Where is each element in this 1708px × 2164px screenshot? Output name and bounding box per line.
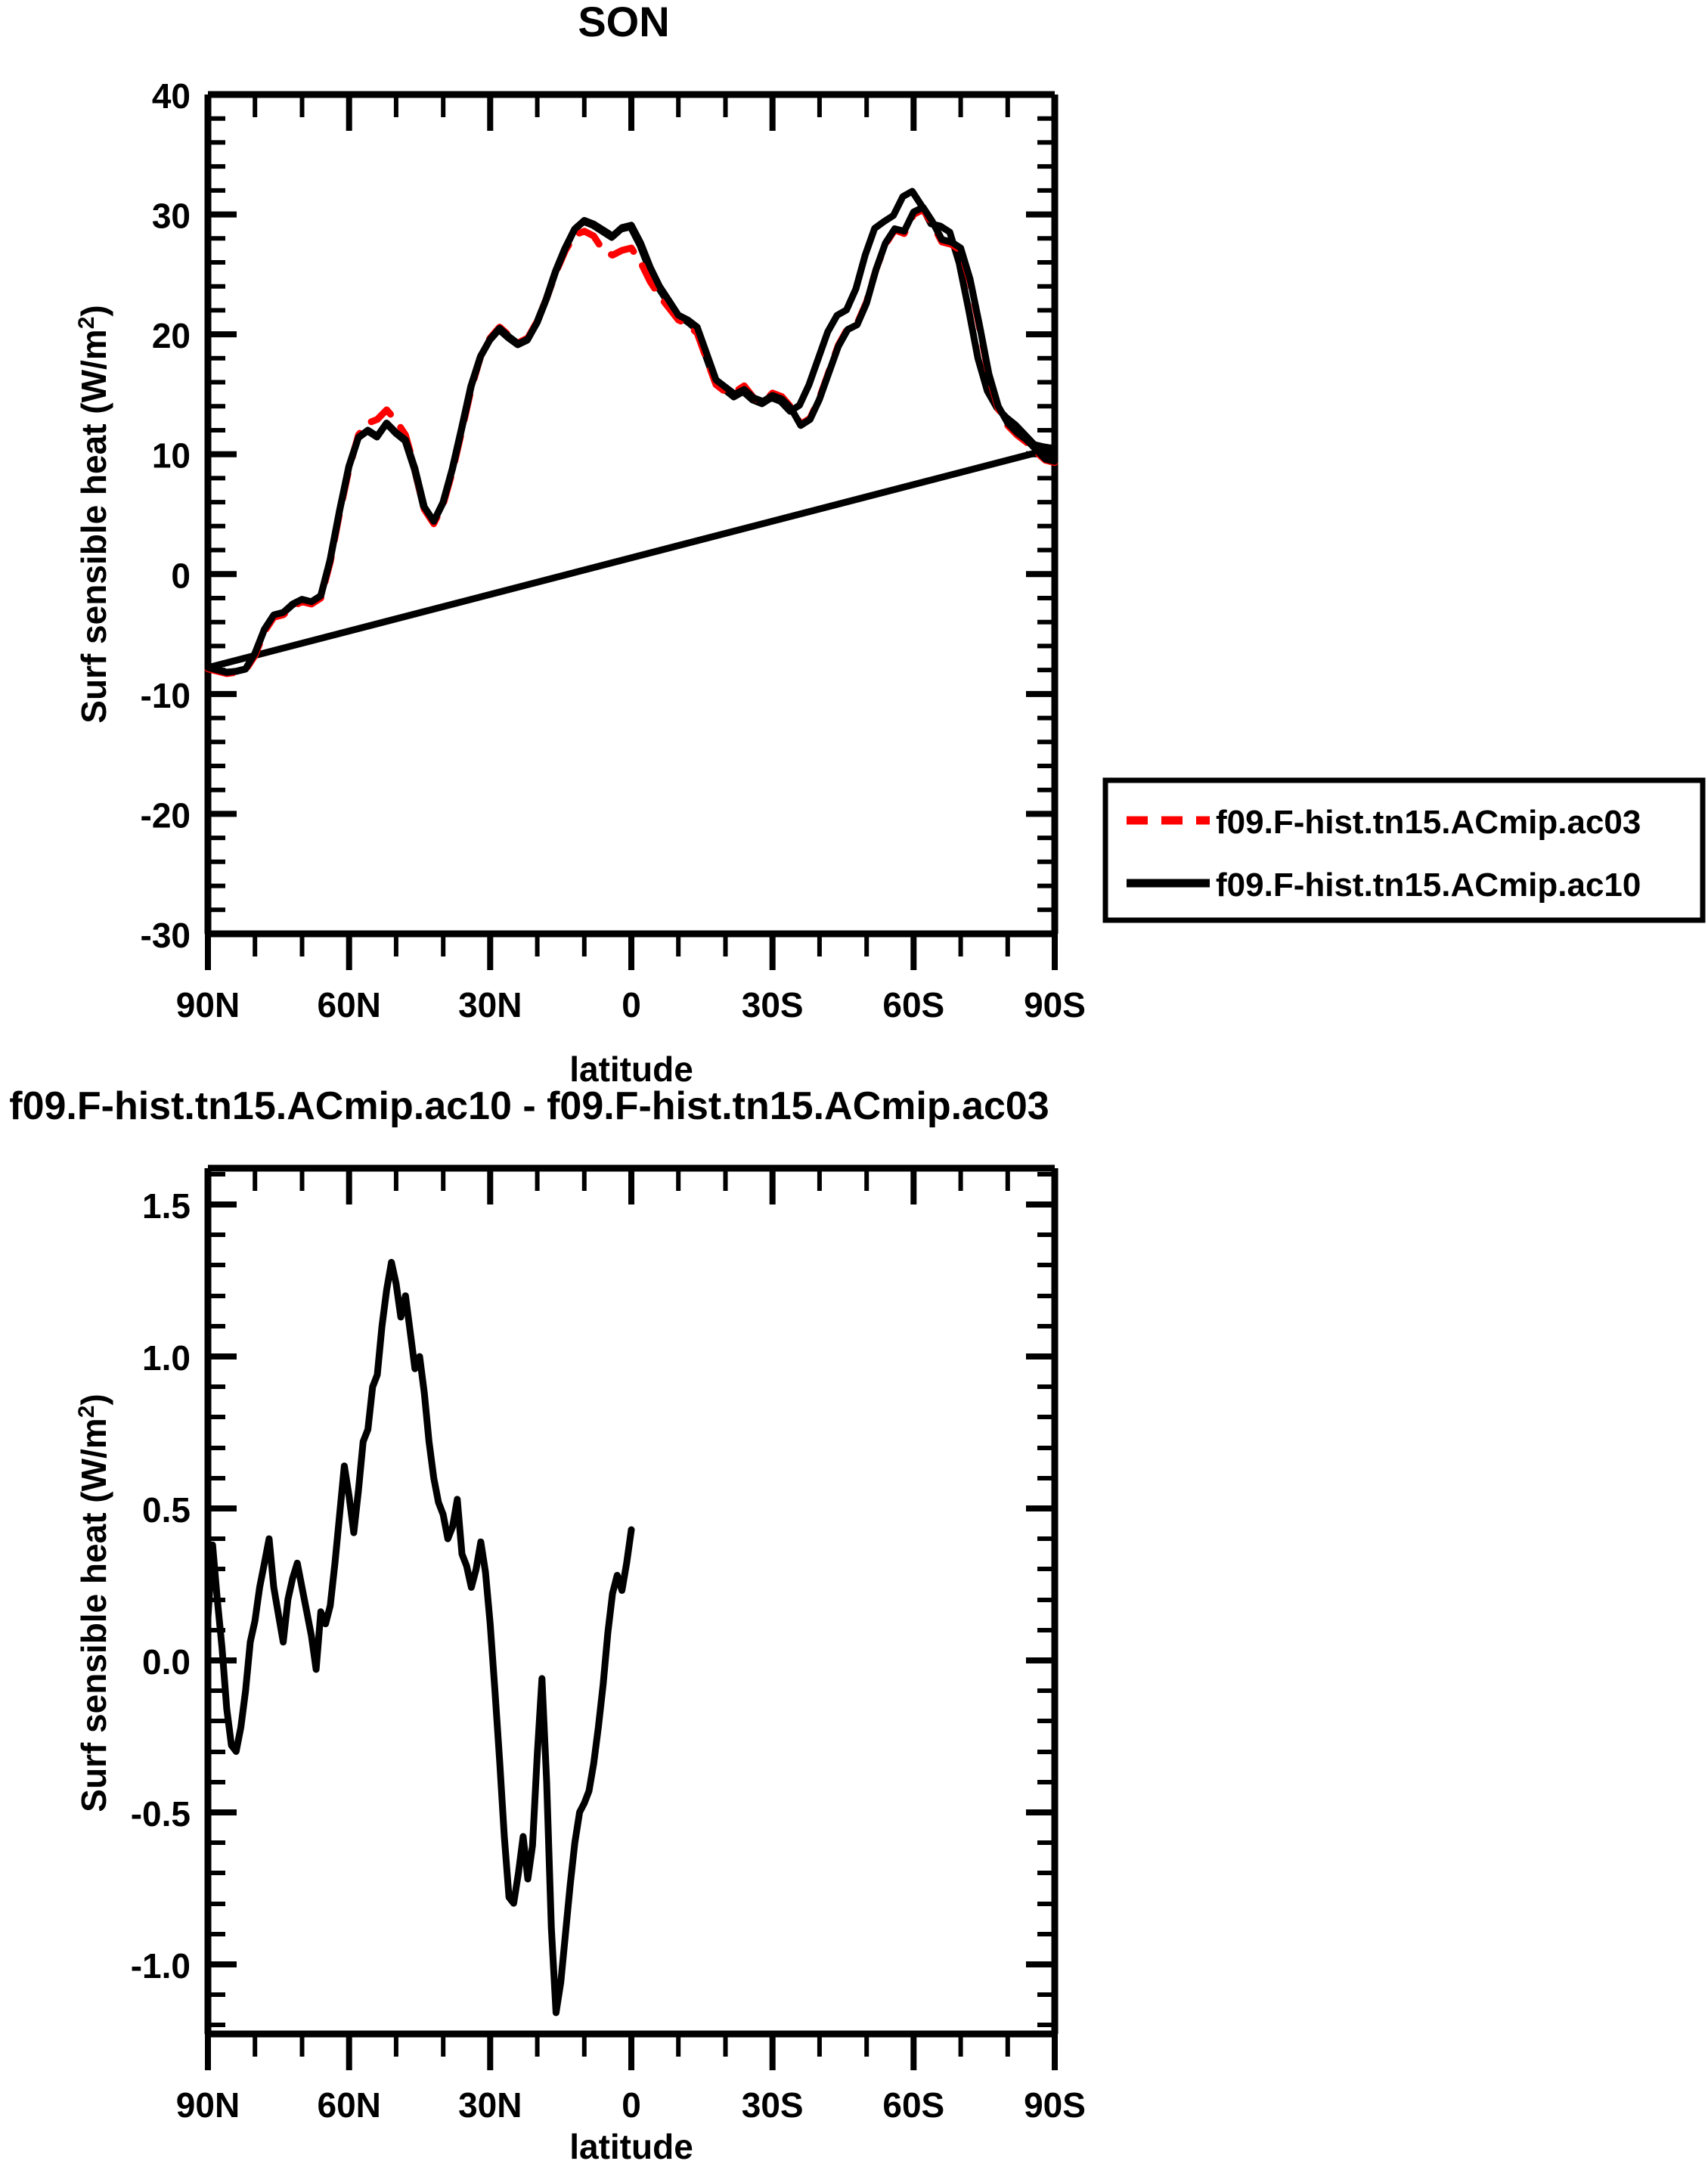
top-chart-panel: SON: [74, 0, 1706, 1089]
bottom-x-minor-ticks: [253, 1168, 1010, 2057]
bottom-axes-frame: [204, 1164, 1059, 2038]
y-tick-label: -20: [141, 795, 191, 835]
bottom-x-tick-labels: 90N 60N 30N 0 30S 60S 90S: [176, 2085, 1086, 2125]
x-tick-label: 90S: [1024, 985, 1086, 1025]
bottom-x-major-ticks: [205, 1168, 1058, 2070]
panel-subtitle: f09.F-hist.tn15.ACmip.ac10 - f09.F-hist.…: [9, 1084, 1049, 1128]
top-y-minor-ticks: [208, 116, 1055, 913]
y-axis-title-close: ): [74, 1394, 113, 1405]
bottom-chart-panel: 1.5 1.0 0.5 0.0 -0.5 -1.0: [74, 1164, 1086, 2164]
top-series-lines: [204, 188, 1057, 676]
top-x-tick-labels: 90N 60N 30N 0 30S 60S 90S: [176, 985, 1086, 1025]
bottom-y-tick-labels: 1.5 1.0 0.5 0.0 -0.5 -1.0: [131, 1186, 191, 1986]
y-axis-title-main: Surf sensible heat (W/m: [74, 1418, 113, 1812]
y-tick-label: 10: [152, 436, 191, 476]
x-tick-label: 30S: [742, 2085, 804, 2125]
top-y-tick-labels: 40 30 20 10 0 -10 -20 -30: [141, 76, 191, 955]
y-axis-title-close: ): [74, 305, 113, 316]
x-tick-label: 60S: [882, 985, 944, 1025]
y-tick-label: 0: [171, 556, 191, 595]
x-tick-label: 30N: [458, 985, 522, 1025]
legend-label-ac03: f09.F-hist.tn15.ACmip.ac03: [1216, 804, 1641, 841]
y-tick-label: -1.0: [131, 1946, 191, 1986]
legend-box: [1102, 777, 1706, 923]
series-line-f09-f-hist-tn15-acmip-ac10: [204, 203, 1059, 676]
x-tick-label: 60N: [318, 985, 381, 1025]
legend-label-ac10: f09.F-hist.tn15.ACmip.ac10: [1216, 867, 1641, 904]
chart-title: SON: [578, 0, 669, 45]
y-tick-label: 1.5: [142, 1186, 191, 1226]
x-axis-title: latitude: [569, 1049, 693, 1089]
top-y-axis-title: Surf sensible heat (W/m2): [74, 305, 113, 723]
y-axis-title-sup: 2: [74, 317, 99, 330]
svg-text:Surf sensible heat (W/m2): Surf sensible heat (W/m2): [74, 1394, 113, 1812]
y-tick-label: 0.0: [142, 1642, 191, 1682]
x-tick-label: 0: [622, 985, 641, 1025]
x-tick-label: 60N: [318, 2085, 381, 2125]
y-tick-label: 1.0: [142, 1338, 191, 1378]
y-tick-label: 0.5: [142, 1490, 191, 1530]
bottom-y-axis-title: Surf sensible heat (W/m2): [74, 1394, 113, 1812]
x-axis-title: latitude: [569, 2127, 693, 2164]
bottom-y-major-ticks: [208, 1201, 1055, 1967]
bottom-plot-lines: [204, 1259, 635, 2017]
top-plot-lines: [204, 203, 1059, 677]
x-tick-label: 90N: [176, 985, 240, 1025]
x-tick-label: 30S: [742, 985, 804, 1025]
bottom-y-minor-ticks: [208, 1172, 1055, 2027]
top-x-minor-ticks: [253, 95, 1010, 956]
legend[interactable]: f09.F-hist.tn15.ACmip.ac03 f09.F-hist.tn…: [1102, 777, 1706, 923]
y-tick-label: -10: [141, 676, 191, 715]
y-tick-label: 30: [152, 197, 191, 236]
series-line-difference: [204, 1259, 635, 2017]
y-tick-label: 40: [152, 76, 191, 116]
x-tick-label: 0: [622, 2085, 641, 2125]
series-line-f09-f-hist-tn15-acmip-ac03: [204, 206, 1059, 677]
y-tick-label: -30: [141, 916, 191, 955]
x-tick-label: 30N: [458, 2085, 522, 2125]
x-tick-label: 90N: [176, 2085, 240, 2125]
y-axis-title-main: Surf sensible heat (W/m: [74, 329, 113, 723]
y-axis-title-sup: 2: [74, 1406, 99, 1418]
series-line-ac10: [204, 188, 1057, 676]
x-tick-label: 90S: [1024, 2085, 1086, 2125]
top-y-major-ticks: [208, 91, 1055, 937]
y-tick-label: -0.5: [131, 1794, 191, 1834]
y-tick-label: 20: [152, 316, 191, 355]
x-tick-label: 60S: [882, 2085, 944, 2125]
top-x-major-ticks: [205, 95, 1058, 970]
svg-text:Surf sensible heat (W/m2): Surf sensible heat (W/m2): [74, 305, 113, 723]
